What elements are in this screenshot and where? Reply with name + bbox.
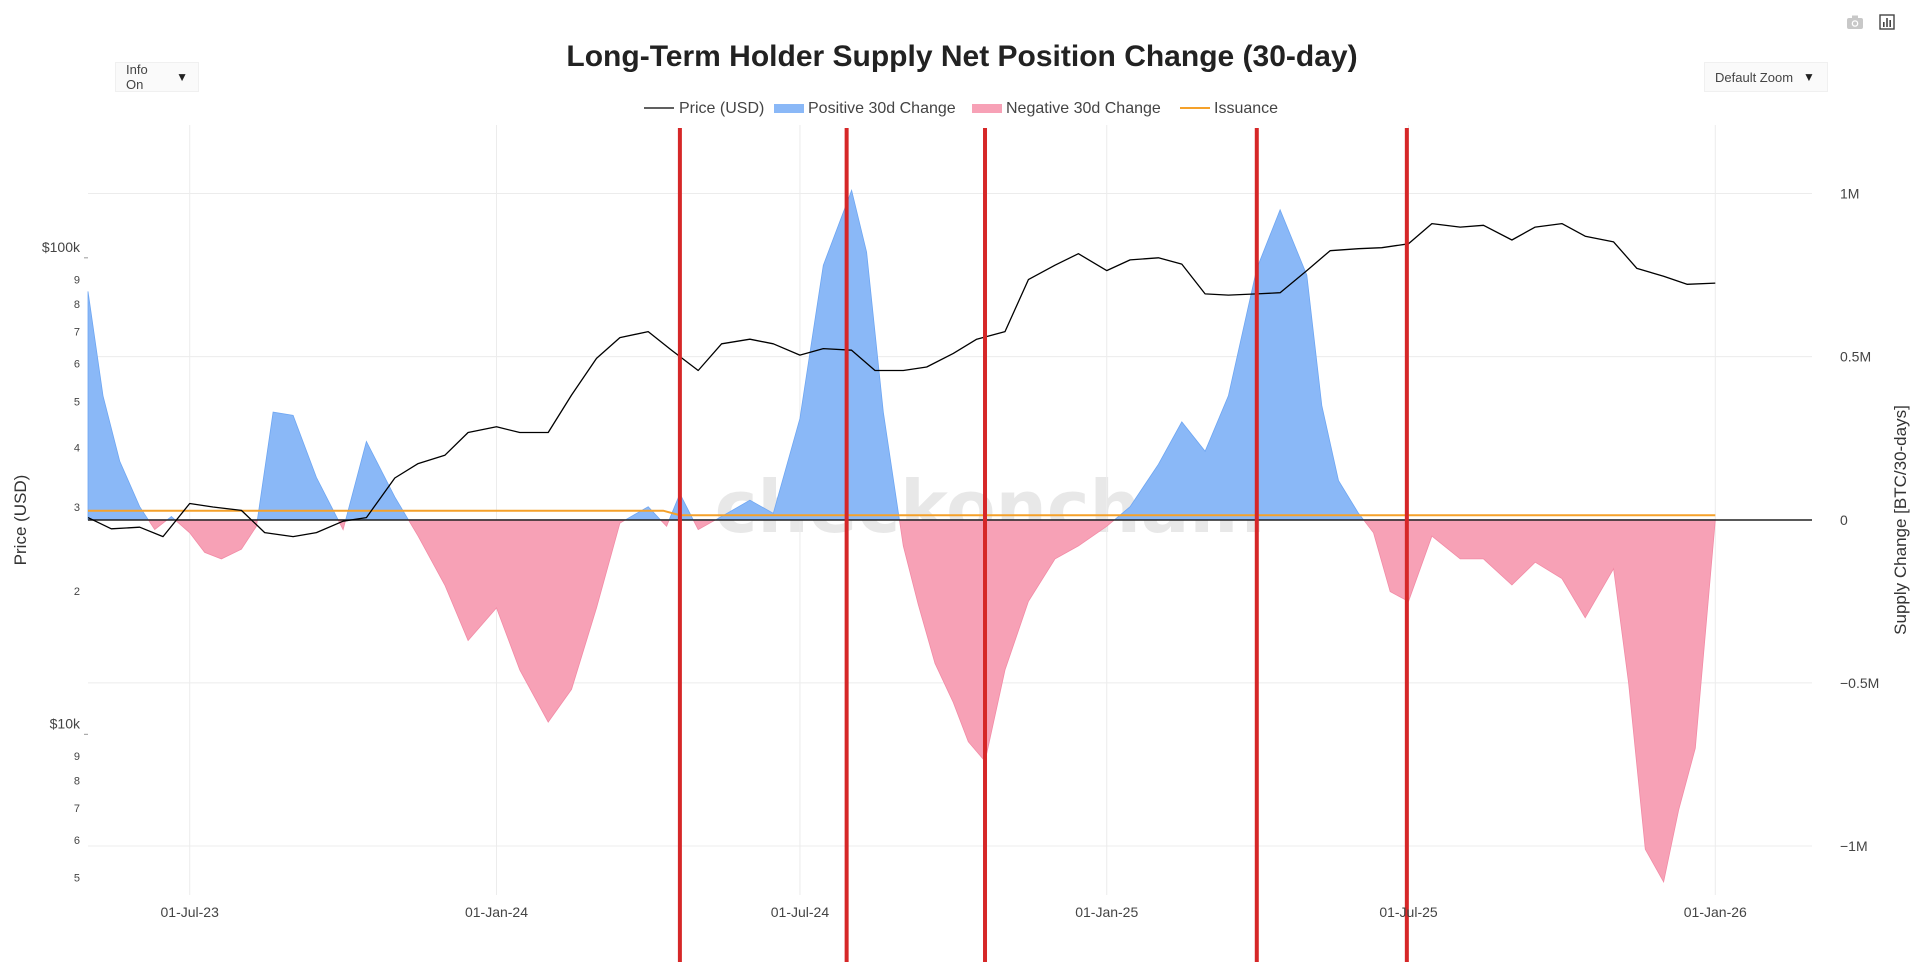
left-minor-tick-label: 9 (74, 751, 80, 763)
legend: Price (USD) Positive 30d Change Negative… (644, 100, 1278, 117)
negative-area-group (88, 519, 1716, 884)
right-axis-title: Supply Change [BTC/30-days] (1891, 405, 1910, 635)
x-tick-label: 01-Jul-24 (771, 904, 830, 920)
legend-item-issuance[interactable]: Issuance (1214, 100, 1278, 117)
left-major-tick-label: $100k (42, 239, 81, 255)
x-tick-label: 01-Jan-26 (1684, 904, 1747, 920)
left-minor-tick-label: 5 (74, 873, 80, 885)
right-tick-label: 0 (1840, 512, 1848, 528)
issuance-line (88, 509, 1716, 517)
legend-swatch-negative (972, 104, 1002, 113)
left-minor-tick-label: 6 (74, 835, 80, 847)
zoom-dropdown[interactable]: Default Zoom ▼ (1704, 62, 1828, 92)
info-toggle-label: Info On (126, 62, 148, 92)
legend-item-price[interactable]: Price (USD) (679, 100, 764, 117)
right-tick-label: 1M (1840, 186, 1859, 202)
x-tick-label: 01-Jul-25 (1379, 904, 1438, 920)
legend-swatch-positive (774, 104, 804, 113)
chevron-down-icon: ▼ (1803, 70, 1815, 84)
legend-item-negative[interactable]: Negative 30d Change (1006, 100, 1161, 117)
left-minor-tick-label: 6 (74, 359, 80, 371)
left-minor-tick-label: 9 (74, 275, 80, 287)
left-minor-tick-label: 8 (74, 775, 80, 787)
price-line (87, 222, 1716, 538)
legend-item-positive[interactable]: Positive 30d Change (808, 100, 956, 117)
right-tick-label: −1M (1840, 838, 1868, 854)
info-toggle-dropdown[interactable]: Info On ▼ (115, 62, 199, 92)
left-minor-tick-label: 4 (74, 442, 80, 454)
left-minor-tick-label: 5 (74, 396, 80, 408)
x-tick-label: 01-Jan-24 (465, 904, 528, 920)
right-tick-label: 0.5M (1840, 349, 1871, 365)
left-minor-tick-label: 8 (74, 299, 80, 311)
chart-title: Long-Term Holder Supply Net Position Cha… (566, 40, 1357, 73)
price-line-group (87, 222, 1716, 538)
right-tick-label: −0.5M (1840, 675, 1879, 691)
left-axis-title: Price (USD) (11, 475, 30, 566)
left-minor-tick-label: 2 (74, 586, 80, 598)
zoom-dropdown-label: Default Zoom (1715, 69, 1794, 85)
negative-area (88, 519, 1716, 884)
marker-lines-group (677, 128, 1409, 962)
left-major-tick-label: $10k (50, 715, 81, 731)
camera-icon[interactable] (1846, 14, 1864, 30)
chevron-down-icon: ▼ (176, 70, 188, 84)
left-minor-tick-label: 7 (74, 327, 80, 339)
x-tick-label: 01-Jan-25 (1075, 904, 1138, 920)
bar-chart-icon[interactable] (1878, 14, 1896, 30)
left-minor-tick-label: 3 (74, 502, 80, 514)
left-minor-tick-label: 7 (74, 803, 80, 815)
x-tick-label: 01-Jul-23 (161, 904, 220, 920)
axes: 01-Jul-23 01-Jan-24 01-Jul-24 01-Jan-25 01-J… (42, 186, 1879, 920)
issuance-line-group (88, 509, 1716, 517)
